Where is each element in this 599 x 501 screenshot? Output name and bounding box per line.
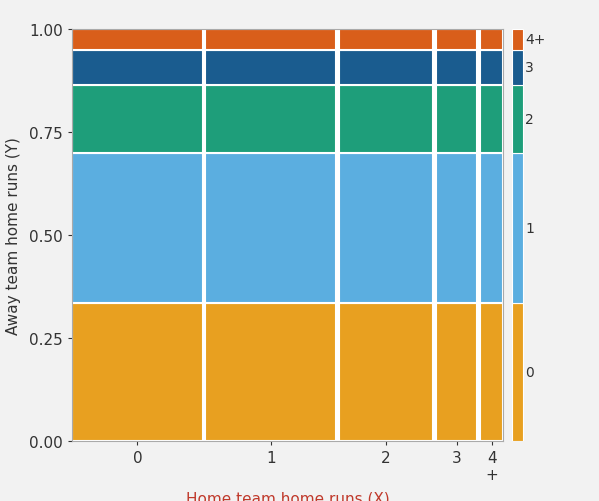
Bar xyxy=(436,30,477,51)
Bar xyxy=(339,30,433,51)
Bar xyxy=(205,153,337,303)
Bar xyxy=(480,86,503,153)
Bar xyxy=(205,303,337,441)
Bar xyxy=(205,51,337,86)
Text: 1: 1 xyxy=(525,221,534,235)
Bar xyxy=(480,51,503,86)
Bar xyxy=(436,303,477,441)
Bar xyxy=(480,153,503,303)
Bar xyxy=(72,86,203,153)
Bar xyxy=(72,153,203,303)
Text: 0: 0 xyxy=(525,365,534,379)
Bar xyxy=(512,153,523,303)
Text: 4+: 4+ xyxy=(525,34,546,47)
Bar xyxy=(480,303,503,441)
Bar xyxy=(512,30,523,51)
X-axis label: Home team home runs (X): Home team home runs (X) xyxy=(186,490,389,501)
Bar xyxy=(72,303,203,441)
Text: 2: 2 xyxy=(525,112,534,126)
Bar xyxy=(436,86,477,153)
Y-axis label: Away team home runs (Y): Away team home runs (Y) xyxy=(6,137,21,334)
Bar xyxy=(205,30,337,51)
Bar xyxy=(205,86,337,153)
Bar xyxy=(72,51,203,86)
Bar xyxy=(480,30,503,51)
Bar xyxy=(436,51,477,86)
Bar xyxy=(512,51,523,86)
Bar xyxy=(339,153,433,303)
Bar xyxy=(512,86,523,153)
Bar xyxy=(339,51,433,86)
Bar xyxy=(72,30,203,51)
Bar xyxy=(339,86,433,153)
Bar xyxy=(512,303,523,441)
Text: 3: 3 xyxy=(525,61,534,75)
Bar xyxy=(436,153,477,303)
Bar xyxy=(339,303,433,441)
